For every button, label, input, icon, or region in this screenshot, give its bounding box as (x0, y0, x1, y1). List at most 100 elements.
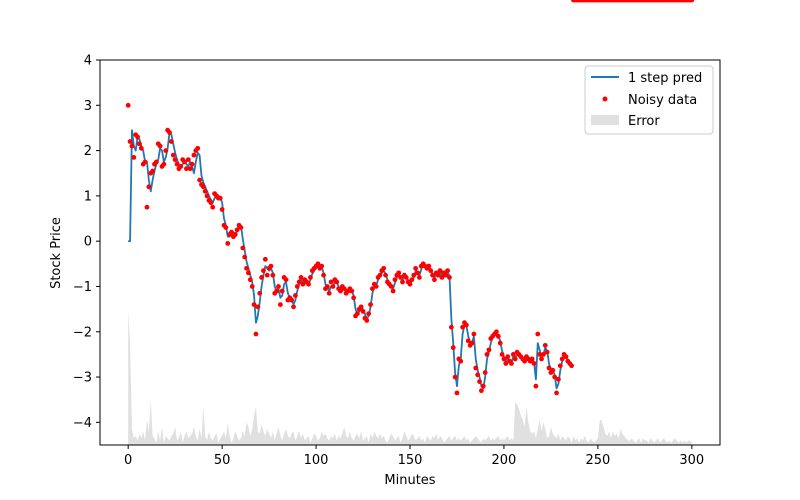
noisy-data-point (557, 363, 563, 369)
noisy-data-point (131, 154, 137, 160)
noisy-data-point (174, 161, 180, 167)
noisy-data-point (360, 308, 366, 314)
noisy-data-point (569, 363, 574, 369)
noisy-data-point (283, 277, 289, 283)
noisy-data-point (482, 370, 488, 375)
noisy-data-point (161, 161, 167, 167)
noisy-data-point (238, 225, 244, 230)
noisy-data-point (146, 184, 152, 190)
noisy-data-point (268, 263, 274, 269)
noisy-data-point (306, 281, 311, 287)
noisy-data-point (157, 143, 163, 149)
noisy-data-point (381, 265, 387, 271)
noisy-data-point (370, 286, 375, 292)
noisy-data-point (334, 279, 340, 285)
noisy-data-point (172, 157, 178, 163)
noisy-data-point (486, 347, 492, 353)
noisy-data-points-layer (125, 0, 695, 396)
noisy-data-point (247, 277, 253, 283)
noisy-data-point (296, 279, 302, 285)
noisy-data-point (150, 168, 156, 174)
noisy-data-point (473, 365, 479, 371)
noisy-data-point (435, 272, 441, 278)
noisy-data-point (413, 265, 419, 271)
noisy-data-point (326, 290, 332, 296)
noisy-data-point (535, 331, 541, 337)
noisy-data-point (477, 379, 482, 384)
noisy-data-point (544, 349, 550, 355)
noisy-data-point (522, 358, 528, 364)
noisy-data-point (373, 284, 379, 289)
noisy-data-point (351, 295, 357, 301)
noisy-data-point (251, 302, 257, 307)
y-axis-label: Stock Price (49, 217, 64, 289)
noisy-data-point (432, 277, 437, 283)
noisy-data-point (475, 372, 481, 378)
legend-label-prediction: 1 step pred (628, 71, 702, 86)
noisy-data-point (291, 304, 296, 310)
noisy-data-point (292, 293, 298, 298)
noisy-data-point (137, 141, 142, 147)
noisy-data-point (537, 352, 543, 357)
noisy-data-point (416, 275, 422, 280)
noisy-data-point (274, 288, 280, 294)
noisy-data-point (546, 365, 552, 371)
noisy-data-point (255, 304, 261, 310)
y-tick-label: 2 (84, 144, 92, 159)
noisy-data-point (261, 268, 266, 274)
noisy-data-point (144, 204, 150, 210)
y-tick-label: −1 (73, 280, 92, 295)
x-tick-label: 300 (679, 453, 704, 468)
noisy-data-point (354, 311, 360, 317)
noisy-data-point (262, 256, 268, 262)
noisy-data-point (478, 388, 484, 394)
noisy-data-point (430, 272, 435, 278)
noisy-data-point (358, 304, 364, 310)
noisy-data-point (497, 340, 503, 346)
noisy-data-point (300, 281, 306, 287)
axes (96, 59, 721, 449)
noisy-data-point (242, 254, 248, 260)
noisy-data-point (253, 331, 259, 337)
noisy-data-point (277, 302, 283, 307)
noisy-data-point (400, 279, 405, 285)
x-tick-label: 200 (492, 453, 517, 468)
noisy-data-point (167, 130, 172, 135)
noisy-data-point (364, 318, 370, 323)
x-tick-label: 0 (124, 453, 132, 468)
noisy-data-point (443, 272, 449, 278)
noisy-data-point (178, 164, 184, 169)
noisy-data-point (415, 270, 420, 276)
noisy-data-point (244, 265, 249, 271)
noisy-data-point (204, 193, 210, 199)
noisy-data-point (308, 275, 313, 280)
noisy-data-point (542, 342, 548, 348)
noisy-data-point (458, 358, 464, 364)
legend-point-swatch (602, 96, 608, 102)
noisy-data-point (403, 275, 409, 280)
noisy-data-point (529, 356, 535, 362)
noisy-data-point (319, 263, 325, 269)
noisy-data-point (234, 227, 240, 233)
x-tick-label: 100 (304, 453, 329, 468)
noisy-data-point (448, 324, 454, 330)
noisy-data-point (388, 284, 394, 289)
noisy-data-point (559, 356, 565, 362)
noisy-data-point (510, 352, 516, 357)
noisy-data-point (219, 207, 225, 212)
noisy-data-point (437, 268, 443, 274)
noisy-data-point (503, 361, 509, 366)
noisy-data-point (328, 279, 334, 285)
noisy-data-point (142, 159, 148, 165)
noisy-data-point (512, 356, 518, 362)
y-tick-label: −3 (73, 371, 92, 386)
noisy-data-point (202, 188, 208, 194)
noisy-data-point (689, 0, 695, 3)
noisy-data-point (447, 275, 452, 280)
noisy-data-point (550, 367, 556, 373)
noisy-data-point (127, 139, 133, 144)
noisy-data-point (191, 152, 197, 158)
noisy-data-point (240, 245, 246, 251)
noisy-data-point (324, 284, 330, 289)
noisy-data-point (163, 148, 169, 153)
